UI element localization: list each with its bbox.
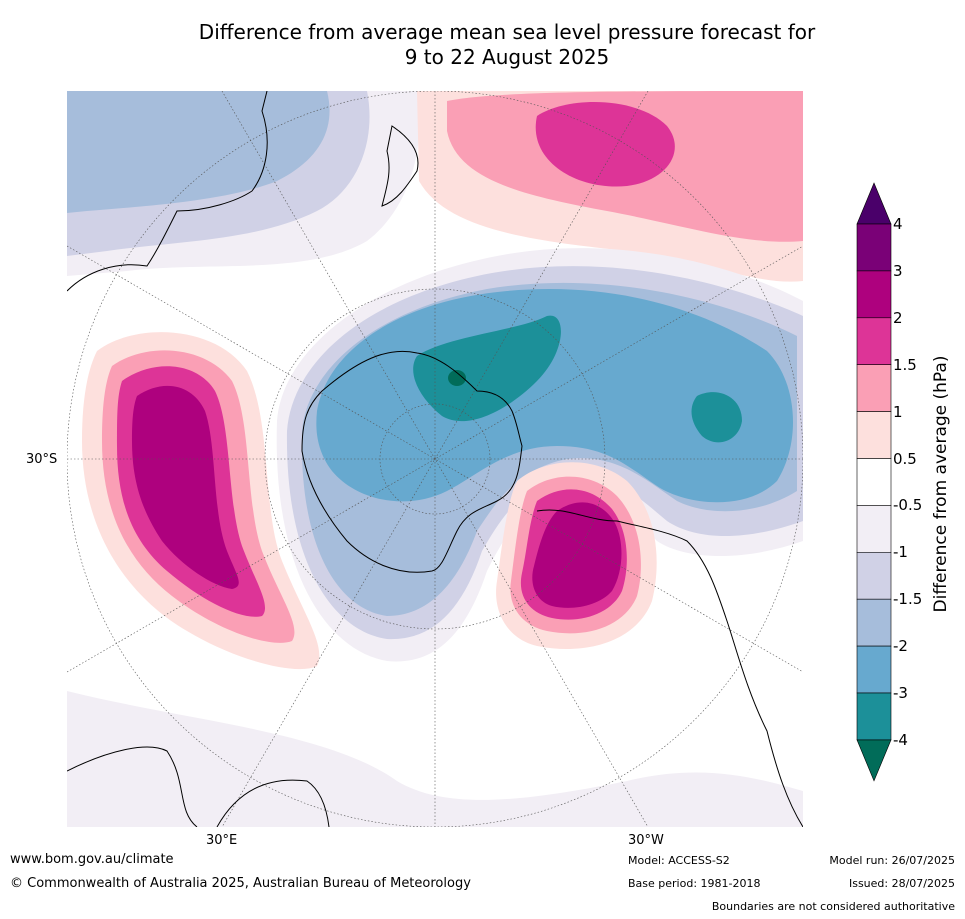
colorbar-bin — [856, 598, 892, 647]
colorbar-bin — [856, 551, 892, 600]
land-outlines — [67, 91, 803, 827]
footer-model-run: Model run: 26/07/2025 — [829, 854, 955, 867]
africa-outline-2 — [216, 779, 330, 827]
chart-title: Difference from average mean sea level p… — [0, 20, 965, 70]
new-zealand-outline — [381, 125, 419, 207]
colorbar-tick-label: -1.5 — [893, 590, 923, 609]
negative-region-australia-inner — [67, 91, 330, 213]
lon-label-30w: 30°W — [628, 833, 664, 848]
colorbar-bin — [856, 182, 892, 225]
colorbar-bin — [856, 692, 892, 741]
lon-label-30e: 30°E — [206, 833, 238, 848]
colorbar-bin — [856, 317, 892, 366]
africa-outline — [67, 746, 198, 827]
footer-disclaimer: Boundaries are not considered authoritat… — [711, 900, 955, 913]
colorbar-tick-label: 4 — [893, 215, 903, 233]
colorbar-tick-label: 1.5 — [893, 355, 917, 374]
colorbar-tick-label: 0.5 — [893, 449, 917, 468]
weak-negative-region-south — [67, 691, 803, 827]
colorbar-bin — [856, 223, 892, 272]
colorbar-tick-label: -2 — [893, 637, 908, 656]
colorbar-tick-label: 3 — [893, 261, 903, 280]
negative-region-antarctic-ring4 — [316, 289, 794, 503]
negative-region-antarctic-core — [413, 315, 561, 422]
lat-label-30s: 30°S — [26, 452, 58, 467]
footer-base-period: Base period: 1981-2018 — [628, 877, 761, 890]
colorbar-tick-label: -1 — [893, 543, 908, 562]
colorbar-bin — [856, 505, 892, 553]
colorbar-bin — [856, 645, 892, 694]
colorbar-tick-label: 2 — [893, 308, 903, 327]
graticule — [67, 91, 803, 827]
antarctica-outline — [301, 350, 523, 573]
colorbar-bin — [856, 270, 892, 319]
footer-issued: Issued: 28/07/2025 — [848, 877, 955, 890]
colorbar-bin — [856, 411, 892, 459]
colorbar-title: Difference from average (hPa) — [931, 355, 951, 613]
colorbar-bin — [856, 458, 892, 506]
colorbar-bin — [856, 364, 892, 412]
footer-copyright: © Commonwealth of Australia 2025, Austra… — [10, 876, 471, 891]
australia-outline — [67, 91, 268, 292]
colorbar-tick-label: -4 — [893, 730, 908, 749]
positive-region-northeast-core — [535, 102, 675, 187]
colorbar — [856, 182, 892, 783]
footer-model: Model: ACCESS-S2 — [628, 854, 730, 867]
title-line-2: 9 to 22 August 2025 — [404, 45, 610, 69]
negative-region-peak — [448, 370, 466, 386]
footer-website[interactable]: www.bom.gov.au/climate — [10, 852, 174, 867]
colorbar-tick-label: 1 — [893, 402, 903, 421]
colorbar-tick-label: -0.5 — [893, 496, 923, 515]
colorbar-tick-label: -3 — [893, 684, 908, 702]
colorbar-bin — [856, 739, 892, 782]
negative-region-atlantic-core — [691, 392, 742, 443]
positive-region-southamerica-core — [532, 502, 622, 608]
positive-region-indian-core — [132, 385, 239, 589]
title-line-1: Difference from average mean sea level p… — [198, 20, 816, 44]
south-america-outline — [536, 509, 803, 827]
pressure-anomaly-map — [67, 91, 803, 827]
